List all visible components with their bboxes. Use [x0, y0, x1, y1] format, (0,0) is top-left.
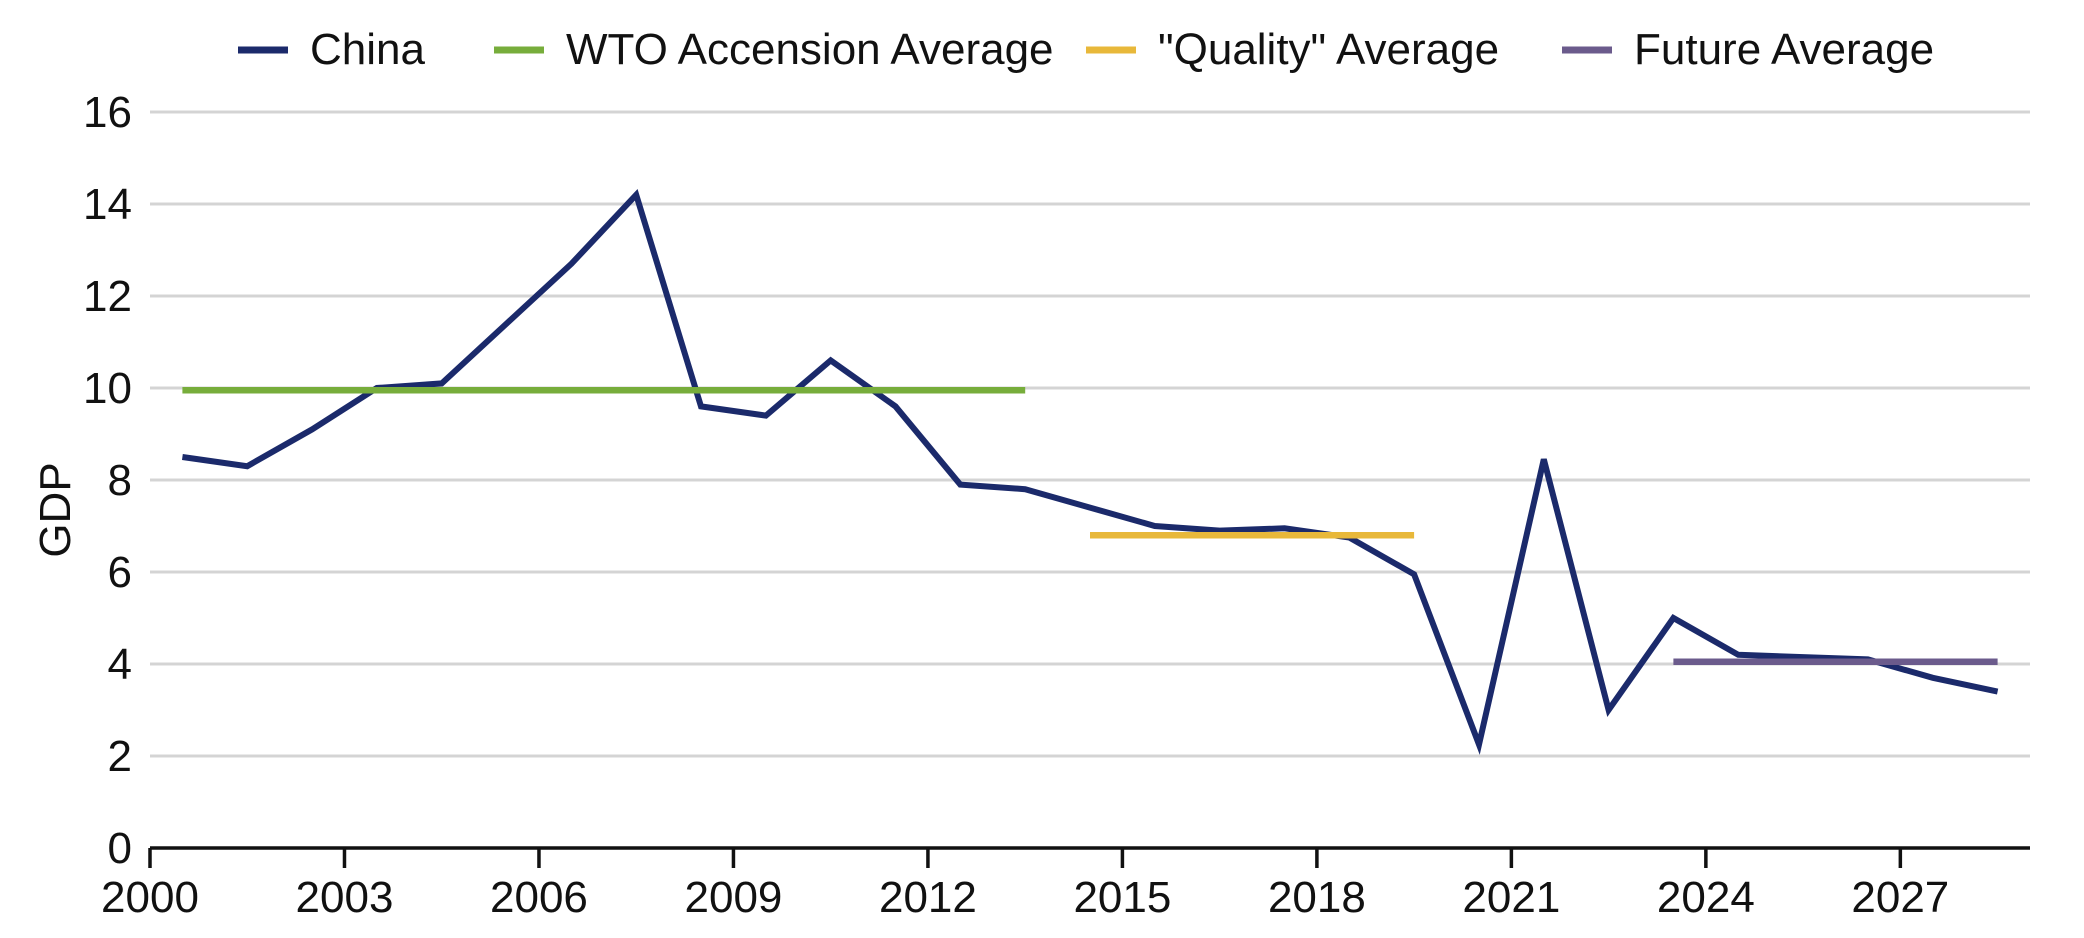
legend-label-future-average: Future Average: [1634, 25, 1934, 74]
gridlines: [150, 110, 2030, 758]
y-tick-label-4: 4: [108, 640, 132, 689]
y-tick-label-14: 14: [83, 180, 132, 229]
y-tick-label-6: 6: [108, 548, 132, 597]
y-tick-label-8: 8: [108, 456, 132, 505]
x-tick-label-2021: 2021: [1462, 873, 1560, 922]
x-tick-label-2027: 2027: [1851, 873, 1949, 922]
legend: China WTO Accension Average "Quality" Aver…: [238, 25, 1934, 74]
legend-label-wto-accension-average: WTO Accension Average: [566, 25, 1054, 74]
x-tick-label-2000: 2000: [101, 873, 199, 922]
legend-label-china: China: [310, 25, 425, 74]
x-tick-label-2024: 2024: [1657, 873, 1755, 922]
y-tick-label-12: 12: [83, 272, 132, 321]
x-tick-label-2003: 2003: [296, 873, 394, 922]
x-tick-label-2009: 2009: [685, 873, 783, 922]
y-axis-ticks: 0 2 4 6 8 10 12 14 16: [83, 88, 132, 873]
x-tick-label-2018: 2018: [1268, 873, 1366, 922]
series-line-china: [181, 188, 1999, 755]
y-tick-label-2: 2: [108, 732, 132, 781]
y-tick-label-0: 0: [108, 824, 132, 873]
x-tick-label-2015: 2015: [1073, 873, 1171, 922]
y-axis-label: GDP: [31, 462, 80, 557]
x-tick-label-2012: 2012: [879, 873, 977, 922]
series-layer: [181, 188, 1999, 755]
x-tick-label-2006: 2006: [490, 873, 588, 922]
legend-label-quality-average: "Quality" Average: [1158, 25, 1499, 74]
y-tick-label-16: 16: [83, 88, 132, 137]
x-axis: 2000 2003 2006 2009 2012 2015 2018 2021 2024 2027: [101, 846, 2030, 922]
y-tick-label-10: 10: [83, 364, 132, 413]
